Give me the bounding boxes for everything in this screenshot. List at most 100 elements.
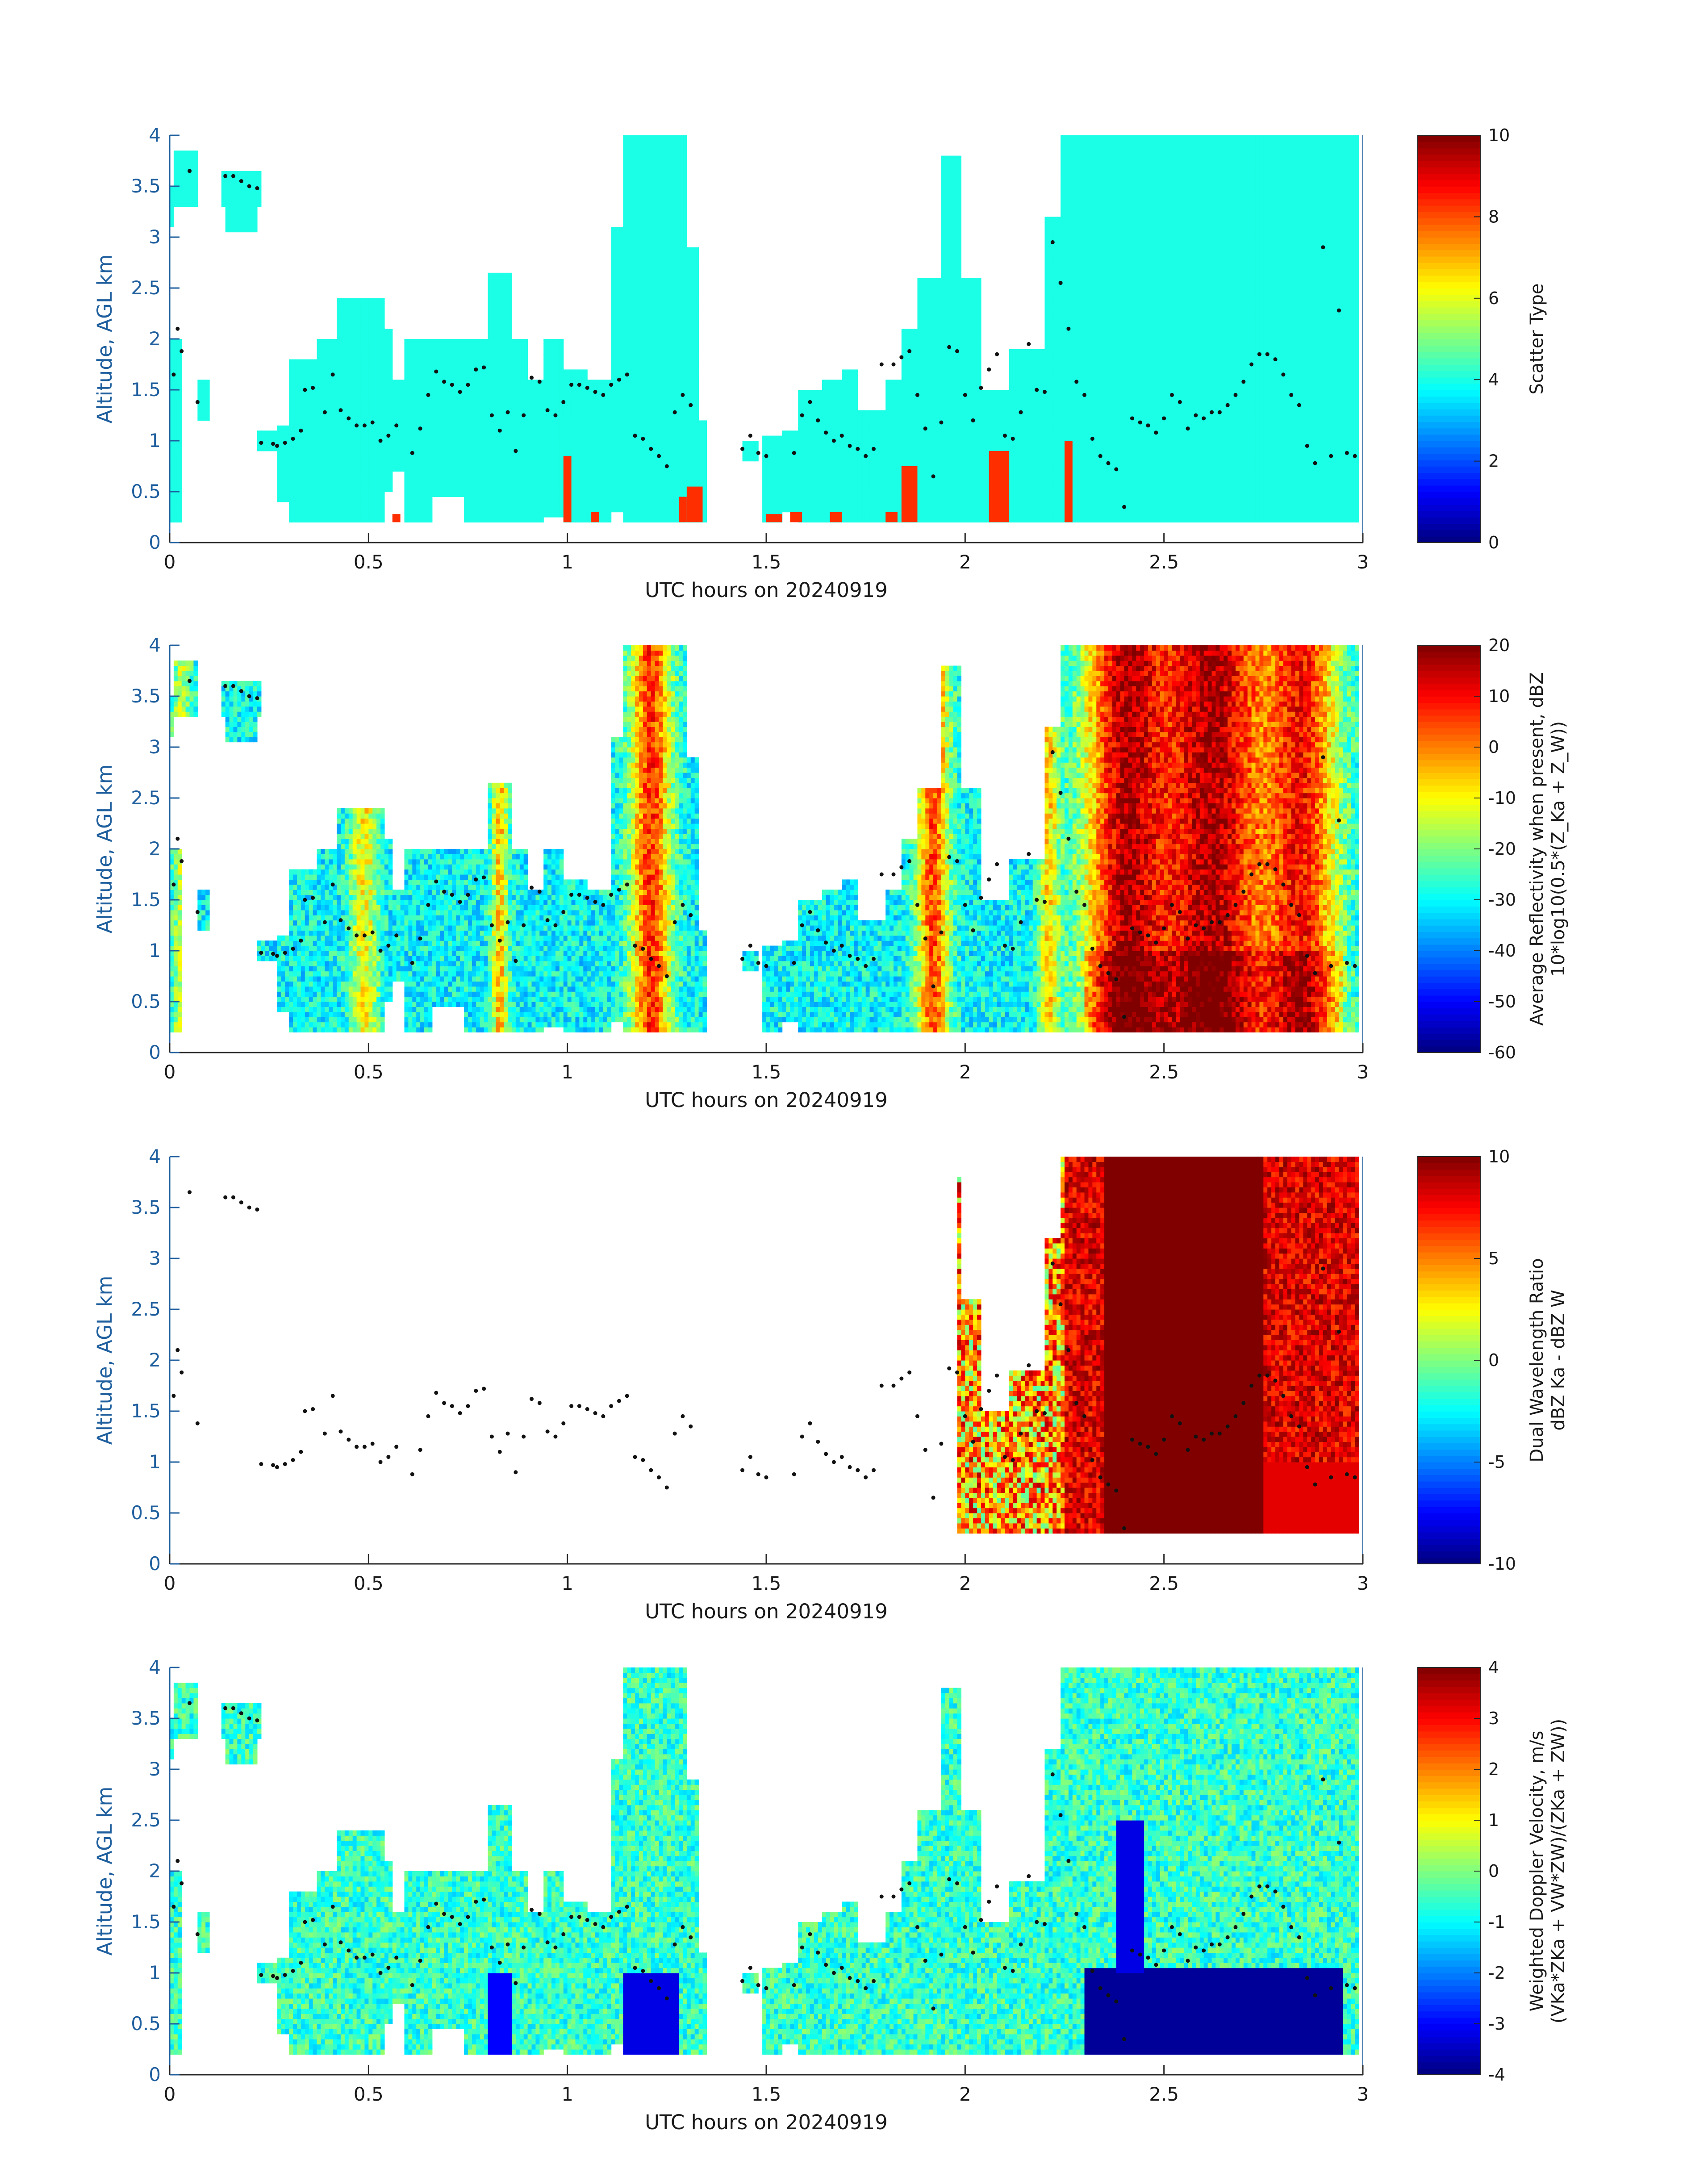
heatmap-cell	[333, 451, 337, 456]
heatmap-cell	[615, 339, 620, 344]
heatmap-cell	[249, 217, 254, 222]
heatmap-cell	[245, 176, 250, 182]
heatmap-cell	[408, 390, 413, 395]
heatmap-cell	[686, 359, 691, 365]
heatmap-cell	[690, 446, 695, 451]
heatmap-cell	[305, 456, 309, 462]
heatmap-cell	[412, 435, 417, 441]
heatmap-cell	[635, 135, 639, 141]
heatmap-cell	[317, 517, 322, 522]
heatmap-cell	[408, 384, 413, 390]
heatmap-cell	[452, 430, 456, 436]
heatmap-cell	[424, 425, 429, 431]
heatmap-cell	[261, 430, 266, 436]
heatmap-cell	[682, 257, 687, 263]
heatmap-cell	[659, 308, 664, 314]
heatmap-cell	[408, 466, 413, 472]
heatmap-cell	[364, 349, 369, 355]
heatmap-cell	[567, 441, 572, 446]
heatmap-cell	[579, 400, 584, 405]
heatmap-cell	[408, 400, 413, 405]
heatmap-cell	[639, 272, 643, 278]
heatmap-cell	[348, 456, 353, 462]
heatmap-cell	[289, 384, 293, 390]
heatmap-cell	[647, 145, 651, 151]
heatmap-cell	[643, 206, 647, 212]
heatmap-cell	[535, 430, 540, 436]
heatmap-cell	[639, 242, 643, 248]
heatmap-cell	[547, 481, 552, 487]
heatmap-cell	[380, 430, 385, 436]
heatmap-cell	[543, 497, 548, 502]
heatmap-cell	[647, 257, 651, 263]
heatmap-cell	[313, 501, 317, 507]
heatmap-cell	[675, 364, 679, 370]
heatmap-cell	[623, 461, 627, 467]
heatmap-cell	[344, 466, 349, 472]
heatmap-cell	[436, 456, 441, 462]
heatmap-cell	[420, 492, 425, 497]
heatmap-cell	[682, 446, 687, 451]
heatmap-cell	[317, 466, 322, 472]
heatmap-cell	[460, 456, 464, 462]
heatmap-cell	[173, 497, 178, 502]
heatmap-cell	[694, 481, 699, 487]
heatmap-cell	[305, 384, 309, 390]
heatmap-cell	[623, 517, 627, 522]
heatmap-cell	[623, 298, 627, 304]
heatmap-cell	[682, 267, 687, 273]
heatmap-cell	[444, 476, 449, 482]
heatmap-cell	[686, 405, 691, 411]
heatmap-cell	[639, 283, 643, 288]
heatmap-cell	[655, 161, 660, 166]
heatmap-cell	[527, 517, 532, 522]
heatmap-cell	[352, 441, 357, 446]
heatmap-cell	[686, 466, 691, 472]
heatmap-cell	[690, 293, 695, 299]
heatmap-cell	[623, 221, 627, 227]
heatmap-cell	[424, 435, 429, 441]
heatmap-cell	[595, 466, 600, 472]
heatmap-cell	[575, 486, 580, 492]
heatmap-cell	[352, 446, 357, 451]
heatmap-cell	[241, 217, 246, 222]
heatmap-cell	[607, 512, 612, 518]
heatmap-cell	[567, 446, 572, 451]
heatmap-cell	[635, 374, 639, 380]
heatmap-cell	[177, 161, 182, 166]
heatmap-cell	[170, 384, 174, 390]
heatmap-cell	[329, 364, 333, 370]
heatmap-cell	[615, 247, 620, 253]
heatmap-cell	[428, 395, 433, 401]
heatmap-cell	[460, 461, 464, 467]
heatmap-cell	[456, 476, 460, 482]
heatmap-cell	[189, 150, 194, 156]
heatmap-cell	[623, 339, 627, 344]
heatmap-cell	[464, 446, 468, 451]
heatmap-cell	[293, 451, 297, 456]
heatmap-cell	[444, 471, 449, 477]
heatmap-cell	[671, 415, 675, 421]
heatmap-cell	[591, 461, 596, 467]
heatmap-cell	[432, 354, 437, 360]
heatmap-cell	[611, 384, 616, 390]
heatmap-cell	[782, 471, 787, 477]
heatmap-cell	[631, 354, 635, 360]
heatmap-cell	[492, 466, 496, 472]
heatmap-cell	[333, 420, 337, 426]
heatmap-cell	[440, 364, 445, 370]
heatmap-cell	[643, 461, 647, 467]
heatmap-cell	[671, 425, 675, 431]
heatmap-cell	[643, 257, 647, 263]
heatmap-cell	[480, 512, 484, 518]
heatmap-cell	[380, 384, 385, 390]
heatmap-cell	[496, 501, 500, 507]
heatmap-cell	[170, 512, 174, 518]
heatmap-cell	[468, 420, 472, 426]
heatmap-cell	[356, 323, 361, 329]
heatmap-cell	[305, 471, 309, 477]
heatmap-cell	[643, 492, 647, 497]
heatmap-cell	[575, 395, 580, 401]
heatmap-cell	[344, 344, 349, 350]
heatmap-cell	[368, 369, 373, 375]
